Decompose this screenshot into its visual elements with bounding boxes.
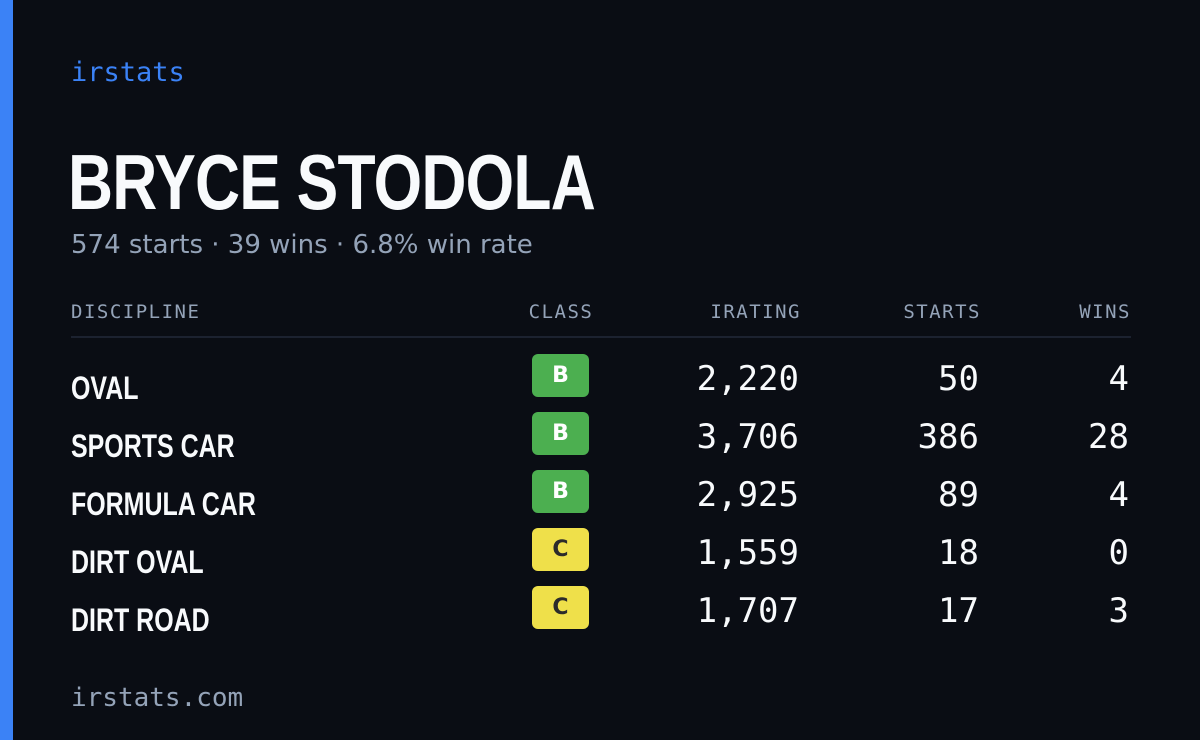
brand-logo: irstats: [71, 57, 185, 88]
table-row: SPORTS CAR B 3,706 386 28: [71, 412, 1131, 470]
stats-table: DISCIPLINE CLASS IRATING STARTS WINS OVA…: [71, 296, 1131, 638]
discipline-name: FORMULA CAR: [71, 486, 256, 522]
irating-value: 2,220: [696, 359, 799, 399]
wins-value: 28: [1088, 417, 1129, 457]
discipline-name: DIRT ROAD: [71, 602, 210, 638]
starts-value: 50: [938, 359, 979, 399]
starts-value: 18: [938, 533, 979, 573]
header-class: CLASS: [528, 301, 594, 323]
player-summary: 574 starts · 39 wins · 6.8% win rate: [71, 230, 533, 260]
irating-value: 3,706: [696, 417, 799, 457]
discipline-name: OVAL: [71, 370, 139, 406]
starts-value: 17: [938, 591, 979, 631]
starts-value: 386: [917, 417, 979, 457]
table-header: DISCIPLINE CLASS IRATING STARTS WINS: [71, 296, 1131, 338]
class-badge: B: [532, 470, 589, 513]
header-discipline: DISCIPLINE: [71, 301, 201, 323]
table-row: DIRT OVAL C 1,559 18 0: [71, 528, 1131, 586]
table-row: FORMULA CAR B 2,925 89 4: [71, 470, 1131, 528]
class-badge: C: [532, 528, 589, 571]
wins-value: 3: [1108, 591, 1129, 631]
class-badge: B: [532, 354, 589, 397]
irating-value: 2,925: [696, 475, 799, 515]
irating-value: 1,707: [696, 591, 799, 631]
accent-bar: [0, 0, 13, 740]
player-name: BRYCE STODOLA: [68, 138, 596, 226]
header-starts: STARTS: [903, 301, 981, 323]
table-row: OVAL B 2,220 50 4: [71, 354, 1131, 412]
header-wins: WINS: [1079, 301, 1131, 323]
class-badge: B: [532, 412, 589, 455]
discipline-name: DIRT OVAL: [71, 544, 204, 580]
starts-value: 89: [938, 475, 979, 515]
footer-url: irstats.com: [71, 683, 244, 713]
header-irating: IRATING: [710, 301, 801, 323]
discipline-name: SPORTS CAR: [71, 428, 235, 464]
irating-value: 1,559: [696, 533, 799, 573]
wins-value: 0: [1108, 533, 1129, 573]
table-row: DIRT ROAD C 1,707 17 3: [71, 586, 1131, 644]
wins-value: 4: [1108, 359, 1129, 399]
wins-value: 4: [1108, 475, 1129, 515]
class-badge: C: [532, 586, 589, 629]
